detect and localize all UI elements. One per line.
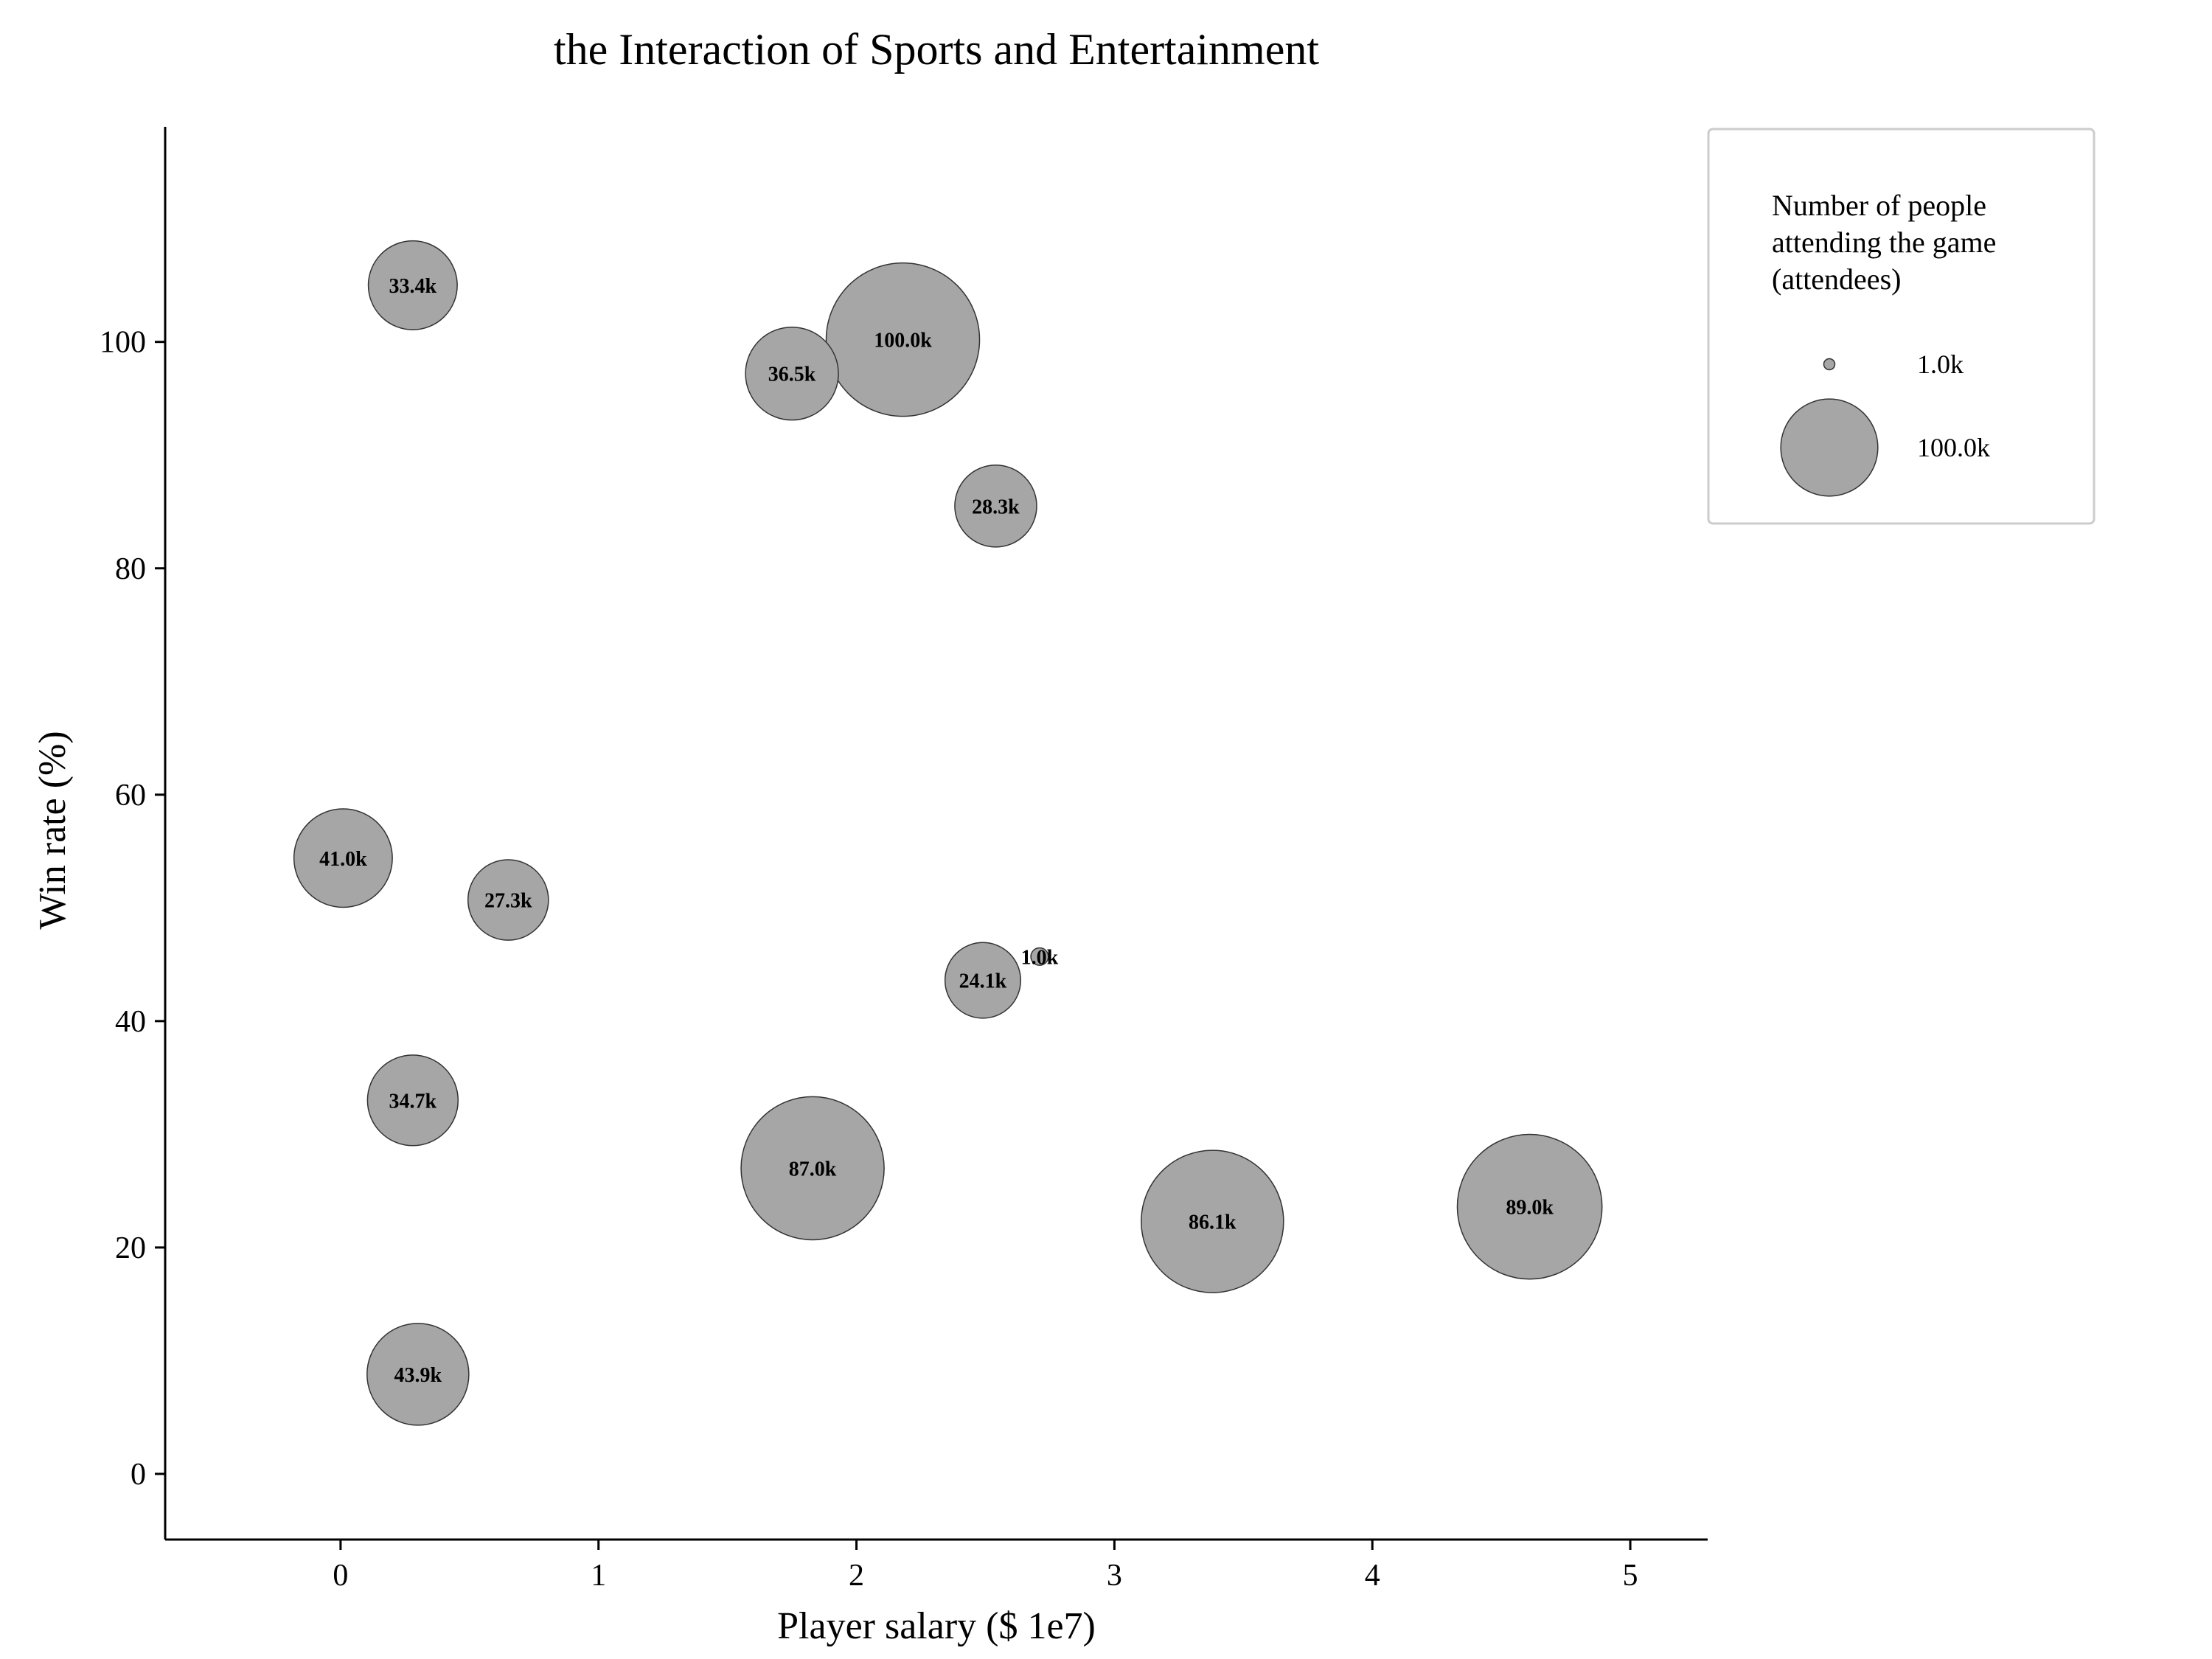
x-tick-label: 4 — [1365, 1559, 1380, 1593]
y-tick-label: 0 — [131, 1458, 146, 1492]
bubble-label: 86.1k — [1189, 1211, 1237, 1234]
bubble-label: 100.0k — [874, 330, 932, 352]
legend-title-line: Number of people — [1772, 189, 1986, 222]
bubble-point — [366, 1323, 470, 1426]
bubble-point — [825, 262, 981, 417]
bubble-label: 33.4k — [389, 275, 437, 298]
bubble-point — [366, 1054, 459, 1147]
bubble-point — [1456, 1133, 1603, 1280]
y-tick-label: 60 — [115, 779, 146, 813]
axes: 0 1 2 3 4 5 0 20 40 60 80 100 — [100, 127, 1708, 1593]
bubbles: 100.0k 89.0k 87.0k 86.1k 43.9k 41.0k 36.5k 34.7… — [293, 240, 1603, 1426]
bubble: 34.7k — [366, 1054, 459, 1147]
bubble-label: 1.0k — [1021, 946, 1059, 969]
bubble-point — [1141, 1150, 1284, 1293]
x-tick-label: 2 — [849, 1559, 864, 1593]
bubble: 43.9k — [366, 1323, 470, 1426]
y-tick-label: 40 — [115, 1005, 146, 1039]
bubble-label: 87.0k — [789, 1158, 837, 1180]
y-tick-label: 100 — [100, 326, 146, 360]
x-tick-label: 3 — [1107, 1559, 1122, 1593]
bubble: 1.0k — [1021, 946, 1059, 969]
bubble-label: 34.7k — [389, 1090, 437, 1113]
x-tick-label: 5 — [1623, 1559, 1638, 1593]
y-tick-label: 80 — [115, 552, 146, 586]
bubble-point — [954, 465, 1037, 548]
bubble: 41.0k — [293, 808, 393, 908]
legend-title-line: (attendees) — [1772, 262, 1901, 296]
bubble-label: 27.3k — [484, 890, 532, 913]
bubble: 27.3k — [467, 859, 549, 941]
legend-label: 100.0k — [1917, 433, 1990, 462]
bubble-label: 28.3k — [972, 495, 1020, 518]
bubble-point — [944, 942, 1022, 1019]
bubble-point — [293, 808, 393, 908]
chart-title: the Interaction of Sports and Entertainm… — [554, 25, 1319, 74]
legend: Number of people attending the game(atten… — [1707, 128, 2096, 525]
x-tick-label: 0 — [333, 1559, 348, 1593]
x-axis-label: Player salary ($ 1e7) — [777, 1605, 1096, 1647]
y-axis-label: Win rate (%) — [32, 731, 74, 929]
bubble: 100.0k — [825, 262, 981, 417]
bubble: 87.0k — [740, 1096, 885, 1241]
x-tick-label: 1 — [591, 1559, 606, 1593]
bubble: 36.5k — [745, 326, 839, 421]
legend-bubble — [1780, 398, 1879, 497]
bubble: 24.1k — [944, 942, 1022, 1019]
bubble-point — [1030, 947, 1049, 966]
bubble-label: 36.5k — [768, 364, 816, 386]
bubble-label: 43.9k — [394, 1364, 442, 1387]
legend-label: 1.0k — [1917, 349, 1964, 379]
bubble-label: 89.0k — [1506, 1197, 1554, 1220]
bubble: 89.0k — [1456, 1133, 1603, 1280]
bubble-point — [367, 240, 458, 330]
bubble-label: 41.0k — [319, 848, 367, 871]
bubble-point — [740, 1096, 885, 1241]
bubble-point — [467, 859, 549, 941]
legend-title-line: attending the game — [1772, 226, 1996, 259]
legend-bubble — [1823, 358, 1836, 371]
y-tick-label: 20 — [115, 1231, 146, 1265]
bubble: 33.4k — [367, 240, 458, 330]
bubble-label: 24.1k — [959, 970, 1007, 993]
bubble: 86.1k — [1141, 1150, 1284, 1293]
bubble-point — [745, 326, 839, 421]
bubble: 28.3k — [954, 465, 1037, 548]
